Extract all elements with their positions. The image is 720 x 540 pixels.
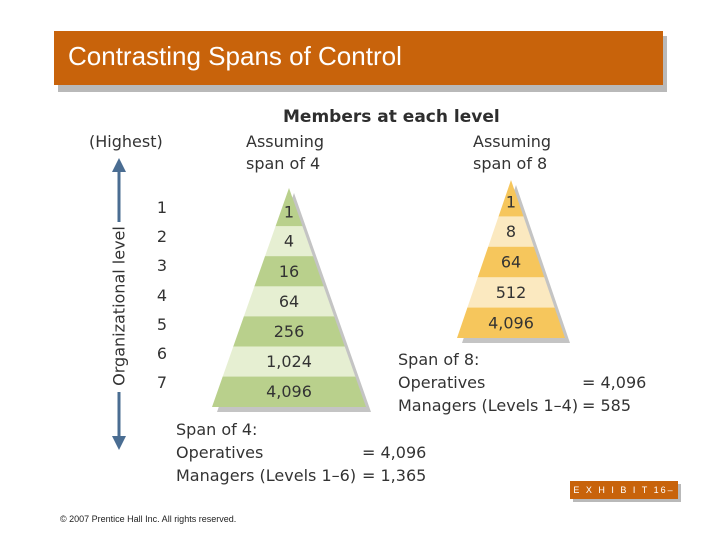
span8-heading: Assuming span of 8	[473, 131, 551, 175]
arrow-up-icon	[112, 158, 126, 172]
slide-title: Contrasting Spans of Control	[68, 41, 402, 71]
span4-level-value: 64	[279, 292, 299, 311]
span8-heading-line2: span of 8	[473, 154, 548, 173]
highest-label: (Highest)	[89, 132, 163, 151]
span8-level-value: 512	[496, 283, 527, 302]
span4-heading-line2: span of 4	[246, 154, 321, 173]
span4-level-value: 16	[279, 262, 299, 281]
span4-level-value: 4	[284, 232, 294, 251]
span4-values: = 4,096 = 1,365	[362, 441, 426, 487]
arrow-down-icon	[112, 436, 126, 450]
span8-managers-value: = 585	[582, 396, 632, 415]
title-bar: Contrasting Spans of Control	[54, 31, 663, 85]
span8-values: = 4,096 = 585	[582, 371, 646, 417]
level-3: 3	[156, 256, 168, 275]
span8-heading-line1: Assuming	[473, 132, 552, 151]
level-arrow: Organizational level	[110, 158, 129, 450]
span8-level-value: 8	[506, 222, 516, 241]
level-1: 1	[156, 198, 168, 217]
span4-summary-title: Span of 4:	[176, 420, 258, 439]
span4-operatives-label: Operatives	[176, 443, 264, 462]
span8-operatives-value: = 4,096	[582, 373, 647, 392]
span4-managers-value: = 1,365	[362, 466, 427, 485]
span4-level-band	[212, 376, 366, 407]
span8-level-value: 1	[506, 193, 516, 212]
level-2: 2	[156, 227, 168, 246]
span8-level-value: 4,096	[488, 313, 534, 332]
span4-heading: Assuming span of 4	[246, 131, 324, 175]
span4-level-value: 4,096	[266, 382, 312, 401]
pyramid-span-8: 1 8 64 512 4,096	[457, 180, 570, 343]
span8-level-band	[457, 307, 565, 338]
span8-summary: Span of 8: Operatives Managers (Levels 1…	[398, 348, 578, 417]
exhibit-badge: E X H I B I T 16–3	[570, 481, 678, 513]
span8-operatives-label: Operatives	[398, 373, 486, 392]
level-4: 4	[156, 286, 168, 305]
span4-heading-line1: Assuming	[246, 132, 325, 151]
exhibit-label: E X H I B I T 16–3	[573, 485, 675, 513]
span4-level-band	[212, 346, 366, 378]
span4-summary: Span of 4: Operatives Managers (Levels 1…	[176, 418, 356, 487]
copyright: © 2007 Prentice Hall Inc. All rights res…	[60, 514, 237, 524]
level-5: 5	[156, 315, 168, 334]
diagram-title: Members at each level	[283, 107, 500, 127]
span4-level-value: 256	[274, 322, 305, 341]
level-7: 7	[156, 373, 168, 392]
span4-level-value: 1,024	[266, 352, 312, 371]
span8-level-value: 64	[501, 253, 521, 272]
span8-summary-title: Span of 8:	[398, 350, 480, 369]
span8-managers-label: Managers (Levels 1–4)	[398, 396, 579, 415]
span4-managers-label: Managers (Levels 1–6)	[176, 466, 357, 485]
pyramid-span-4: 1 4 16 64 256 1,024 4,096	[212, 188, 371, 412]
span4-operatives-value: = 4,096	[362, 443, 427, 462]
span4-level-value: 1	[284, 203, 294, 222]
level-6: 6	[156, 344, 168, 363]
axis-label: Organizational level	[110, 226, 129, 386]
